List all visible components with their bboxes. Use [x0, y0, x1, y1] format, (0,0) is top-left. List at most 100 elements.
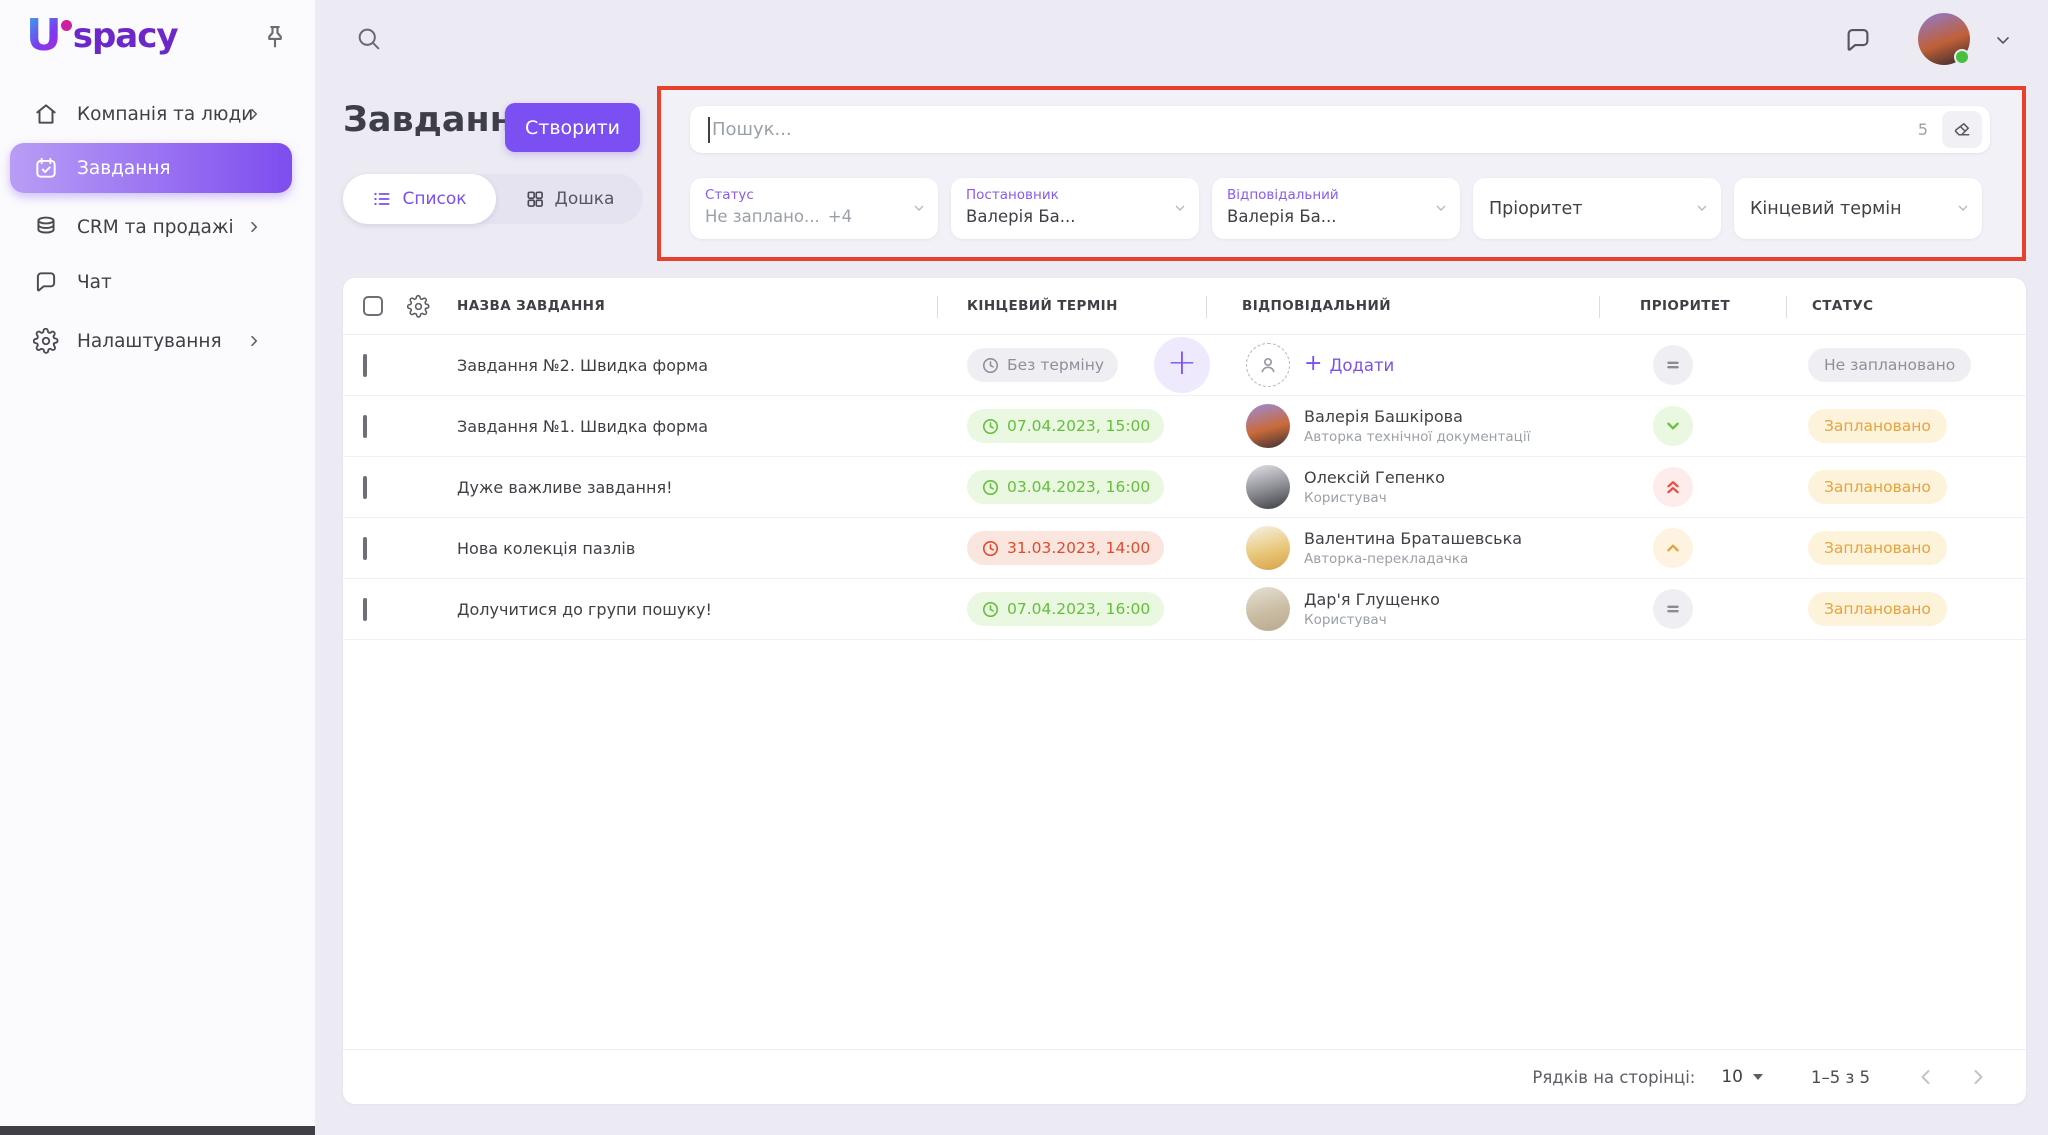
tab-list[interactable]: Список: [343, 174, 496, 224]
logo-dot: [60, 20, 72, 31]
row-checkbox[interactable]: [363, 353, 367, 377]
sidebar-item-tasks-calendar[interactable]: Завдання: [10, 143, 292, 193]
due-pill[interactable]: Без терміну: [967, 348, 1119, 382]
due-pill[interactable]: 07.04.2023, 16:00: [967, 592, 1165, 626]
assignee-name[interactable]: Валентина Браташевська: [1304, 529, 1523, 548]
status-badge: Заплановано: [1808, 409, 1947, 443]
due-pill[interactable]: 31.03.2023, 14:00: [967, 531, 1165, 565]
messages-icon[interactable]: [1843, 25, 1873, 55]
column-header-priority[interactable]: ПРІОРИТЕТ: [1640, 298, 1731, 314]
assignee-name[interactable]: Дар'я Глущенко: [1304, 590, 1440, 609]
search-input[interactable]: Пошук... 5: [690, 106, 1990, 153]
table-row[interactable]: Долучитися до групи пошуку! 07.04.2023, …: [343, 579, 2026, 640]
clock-icon: [982, 540, 999, 556]
task-name[interactable]: Дуже важливе завдання!: [457, 477, 673, 497]
table-row[interactable]: Завдання №2. Швидка форма Без терміну + …: [343, 335, 2026, 396]
filter-status[interactable]: Статус Не заплано... +4: [690, 178, 938, 239]
filter-responsible-value: Валерія Ба...: [1227, 207, 1337, 226]
priority-badge[interactable]: [1653, 406, 1693, 446]
due-pill[interactable]: 07.04.2023, 15:00: [967, 409, 1165, 443]
home-icon: [33, 101, 59, 127]
profile-chevron-down-icon[interactable]: [1993, 30, 2013, 50]
column-divider: [1786, 296, 1787, 318]
assignee-role: Користувач: [1304, 612, 1387, 628]
filter-author[interactable]: Постановник Валерія Ба...: [951, 178, 1199, 239]
filter-panel-highlighted: Пошук... 5 Статус Не заплано... +4 Постан…: [657, 86, 2026, 261]
assignee-name[interactable]: Олексій Гепенко: [1304, 468, 1445, 487]
priority-badge[interactable]: [1653, 345, 1693, 385]
task-name[interactable]: Нова колекція пазлів: [457, 538, 636, 558]
row-checkbox[interactable]: [363, 414, 367, 438]
table-row[interactable]: Дуже важливе завдання! 03.04.2023, 16:00…: [343, 457, 2026, 518]
select-all-checkbox[interactable]: [363, 296, 383, 316]
column-header-status[interactable]: СТАТУС: [1812, 298, 1874, 314]
avatar[interactable]: [1246, 526, 1290, 570]
rows-per-page-select[interactable]: 10: [1721, 1067, 1763, 1087]
filter-deadline-label: Кінцевий термін: [1750, 198, 1902, 219]
filter-priority-label: Пріоритет: [1489, 198, 1583, 219]
filter-status-label: Статус: [705, 187, 754, 203]
next-page-button[interactable]: [1966, 1065, 1990, 1089]
pin-icon[interactable]: [260, 22, 290, 52]
sidebar-item-crm-database[interactable]: CRM та продажі: [10, 202, 292, 252]
clock-icon: [982, 357, 999, 373]
page-title: Завдання: [343, 100, 537, 140]
view-switcher: Список Дошка: [343, 174, 643, 224]
filter-author-label: Постановник: [966, 187, 1059, 203]
task-name[interactable]: Завдання №1. Швидка форма: [457, 416, 709, 436]
sidebar-item-settings-gear[interactable]: Налаштування: [10, 316, 292, 366]
column-header-name[interactable]: НАЗВА ЗАВДАННЯ: [457, 298, 606, 314]
filter-deadline[interactable]: Кінцевий термін: [1734, 178, 1982, 239]
filter-status-extra: +4: [827, 207, 853, 226]
priority-badge[interactable]: [1653, 589, 1693, 629]
clock-icon: [982, 601, 999, 617]
search-placeholder: Пошук...: [712, 119, 792, 140]
avatar[interactable]: [1246, 404, 1290, 448]
table-settings-icon[interactable]: [406, 294, 430, 318]
add-assignee-label: Додати: [1329, 355, 1395, 375]
add-due-button[interactable]: +: [1154, 337, 1210, 393]
priority-badge[interactable]: [1653, 528, 1693, 568]
search-icon[interactable]: [355, 25, 383, 53]
sidebar-item-home[interactable]: Компанія та люди: [10, 89, 292, 139]
table-header: НАЗВА ЗАВДАННЯ КІНЦЕВИЙ ТЕРМІН ВІДПОВІДА…: [343, 278, 2026, 335]
previous-page-button[interactable]: [1914, 1065, 1938, 1089]
chat-bubble-icon: [33, 269, 59, 295]
priority-badge[interactable]: [1653, 467, 1693, 507]
avatar[interactable]: [1246, 343, 1290, 387]
assignee-info: Олексій Гепенко Користувач: [1304, 468, 1445, 506]
logo-letter: U: [26, 10, 62, 61]
tab-board[interactable]: Дошка: [496, 174, 643, 224]
task-name[interactable]: Завдання №2. Швидка форма: [457, 355, 709, 375]
table-row[interactable]: Нова колекція пазлів 31.03.2023, 14:00 В…: [343, 518, 2026, 579]
task-name[interactable]: Долучитися до групи пошуку!: [457, 599, 712, 619]
column-header-responsible[interactable]: ВІДПОВІДАЛЬНИЙ: [1242, 298, 1391, 314]
add-assignee-button[interactable]: + Додати: [1304, 353, 1395, 375]
filter-responsible-label: Відповідальний: [1227, 187, 1339, 203]
assignee-role: Користувач: [1304, 490, 1387, 506]
due-pill[interactable]: 03.04.2023, 16:00: [967, 470, 1165, 504]
row-checkbox[interactable]: [363, 597, 367, 621]
clock-icon: [982, 479, 999, 495]
logo-text: spacy: [72, 16, 179, 56]
filter-count: 5: [1917, 120, 1928, 139]
filter-priority[interactable]: Пріоритет: [1473, 178, 1721, 239]
avatar[interactable]: [1246, 465, 1290, 509]
filter-responsible[interactable]: Відповідальний Валерія Ба...: [1212, 178, 1460, 239]
avatar[interactable]: [1246, 587, 1290, 631]
row-checkbox[interactable]: [363, 475, 367, 499]
table-row[interactable]: Завдання №1. Швидка форма 07.04.2023, 15…: [343, 396, 2026, 457]
assignee-info: Дар'я Глущенко Користувач: [1304, 590, 1440, 628]
assignee-name[interactable]: Валерія Башкірова: [1304, 407, 1463, 426]
clear-filters-button[interactable]: [1942, 111, 1982, 148]
create-button[interactable]: Створити: [505, 103, 640, 152]
column-header-deadline[interactable]: КІНЦЕВИЙ ТЕРМІН: [967, 298, 1118, 314]
sidebar-item-chat-bubble[interactable]: Чат: [10, 257, 292, 307]
chevron-right-icon: [246, 333, 262, 349]
profile-avatar[interactable]: [1918, 13, 1970, 65]
row-checkbox[interactable]: [363, 536, 367, 560]
due-text: 07.04.2023, 16:00: [1007, 600, 1151, 618]
status-badge: Заплановано: [1808, 470, 1947, 504]
